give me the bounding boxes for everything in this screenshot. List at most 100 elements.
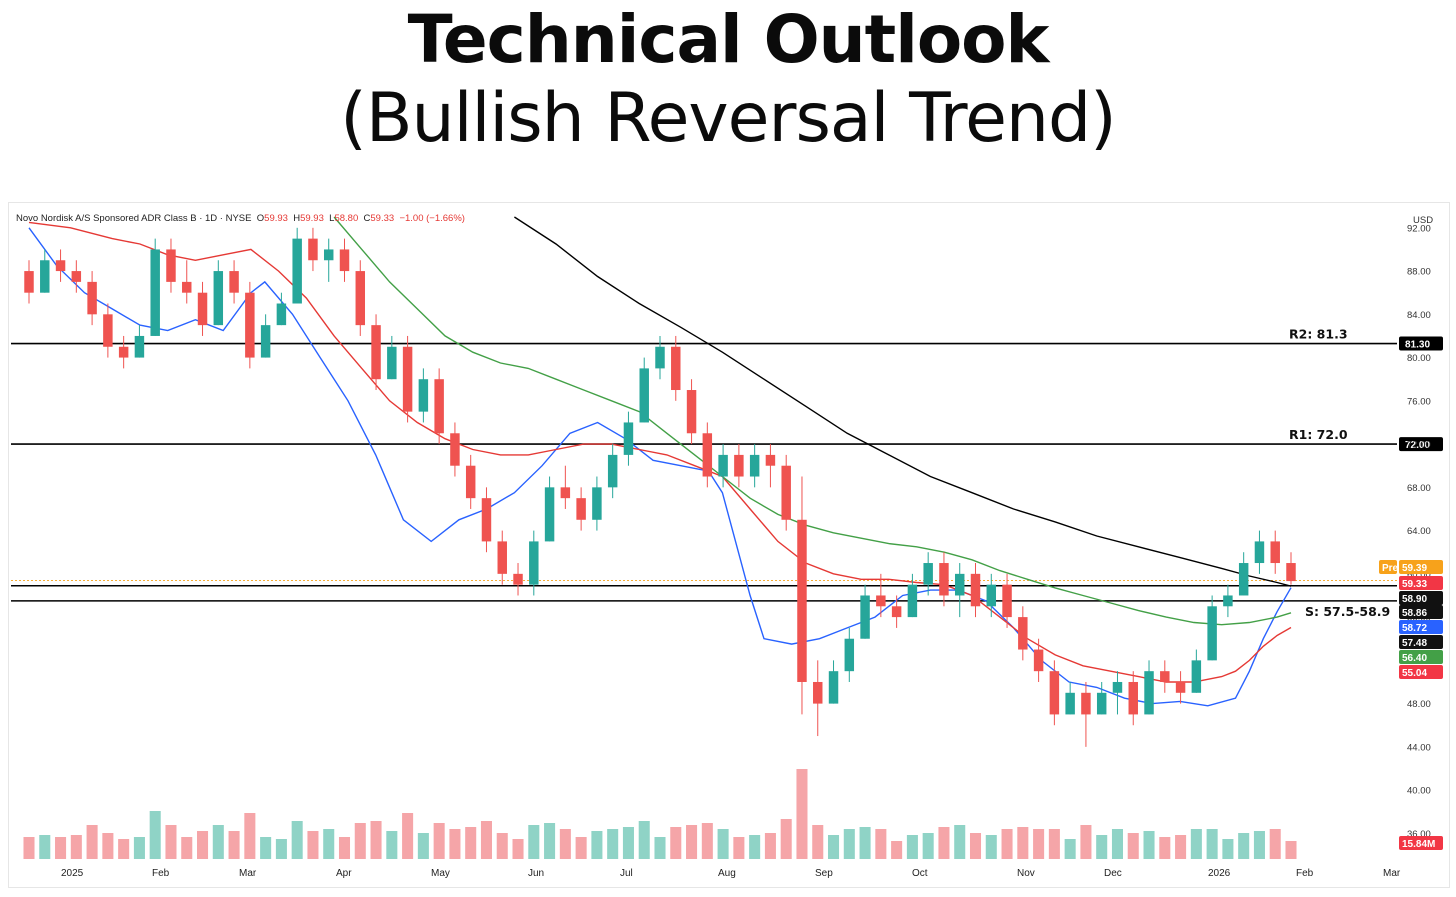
volume-bar bbox=[496, 833, 508, 859]
price-chart[interactable]: R2: 81.3 81.30 R1: 72.0 72.00 S: 57.5-58.9 U… bbox=[9, 203, 1449, 887]
candle-body bbox=[513, 573, 523, 585]
price-tags: Pre 59.39 59.33 58.90 58.86 58.72 57.48 56.40 55… bbox=[1379, 560, 1443, 850]
volume-bar bbox=[323, 829, 335, 859]
price-tag bbox=[1399, 836, 1443, 850]
candle-body bbox=[1223, 595, 1233, 607]
candle-body bbox=[734, 454, 744, 477]
volume-bar bbox=[291, 821, 303, 859]
volume-bar bbox=[1143, 831, 1155, 859]
volume-bar bbox=[181, 837, 193, 859]
price-tag-text: 56.40 bbox=[1402, 653, 1427, 664]
volume-bar bbox=[733, 837, 745, 859]
candle-body bbox=[465, 465, 476, 499]
y-tick-label: 48.00 bbox=[1407, 699, 1431, 710]
volume-bar bbox=[1080, 825, 1092, 859]
candle-body bbox=[891, 606, 902, 618]
price-tag-text: 59.39 bbox=[1402, 563, 1427, 574]
x-tick-label: Nov bbox=[1017, 868, 1035, 879]
volume-bar bbox=[228, 831, 240, 859]
volume-bar bbox=[275, 839, 287, 859]
close-value: 59.33 bbox=[370, 213, 395, 224]
price-tag-text: 58.72 bbox=[1402, 623, 1427, 634]
high-value: 59.93 bbox=[300, 213, 324, 224]
candle-body bbox=[402, 346, 413, 412]
x-tick-label: Apr bbox=[336, 868, 352, 879]
candle-body bbox=[387, 346, 397, 380]
candle-body bbox=[71, 271, 82, 282]
candle-body bbox=[118, 346, 129, 358]
volume-bar bbox=[307, 831, 319, 859]
volume-bar bbox=[875, 829, 887, 859]
volume-bar bbox=[386, 831, 398, 859]
candle-body bbox=[1175, 681, 1186, 693]
candle-body bbox=[781, 465, 791, 520]
volume-bar bbox=[433, 823, 445, 859]
candle-body bbox=[182, 281, 192, 293]
volume-bar bbox=[465, 827, 477, 859]
volume-bar bbox=[1285, 841, 1297, 859]
candle-body bbox=[371, 325, 381, 380]
volume-bar bbox=[402, 813, 414, 859]
moving-average-line bbox=[28, 227, 1292, 707]
volume-bar bbox=[607, 829, 619, 859]
candle-body bbox=[213, 271, 224, 326]
y-tick-label: 64.00 bbox=[1407, 526, 1431, 537]
volume-bar bbox=[1175, 835, 1187, 859]
volume-bar bbox=[701, 823, 713, 859]
x-tick-label: Mar bbox=[239, 868, 257, 879]
candle-body bbox=[103, 314, 113, 347]
volume-bar bbox=[1096, 835, 1108, 859]
volume-bar bbox=[938, 827, 950, 859]
candle-body bbox=[1254, 541, 1265, 564]
candle-body bbox=[607, 454, 618, 488]
volume-bar bbox=[417, 833, 429, 859]
candle-body bbox=[150, 249, 160, 336]
low-value: 58.80 bbox=[334, 213, 359, 224]
candle-body bbox=[813, 681, 823, 704]
volume-bar bbox=[212, 825, 224, 859]
x-tick-label: Feb bbox=[152, 868, 170, 879]
price-tag-text: 55.04 bbox=[1402, 668, 1427, 679]
time-axis: 2025 Feb Mar Apr May Jun Jul Aug Sep Oct Nov Dec 202… bbox=[61, 868, 1401, 879]
volume-bar bbox=[133, 837, 145, 859]
candle-body bbox=[134, 335, 145, 358]
y-tick-label: 92.00 bbox=[1407, 223, 1431, 234]
volume-bar bbox=[1190, 829, 1202, 859]
candle-body bbox=[245, 292, 255, 358]
x-tick-label: Aug bbox=[718, 868, 736, 879]
price-tag-text: 57.48 bbox=[1402, 638, 1427, 649]
volume-bar bbox=[559, 829, 571, 859]
volume-bar bbox=[528, 825, 540, 859]
volume-bar bbox=[591, 831, 603, 859]
candle-body bbox=[576, 498, 586, 520]
chart-subtitle: (Bullish Reversal Trend) bbox=[340, 79, 1116, 158]
candle-body bbox=[1049, 671, 1060, 715]
level-label: S: 57.5-58.9 bbox=[1305, 604, 1390, 619]
chart-title: Technical Outlook bbox=[407, 1, 1050, 78]
x-tick-label: 2026 bbox=[1208, 868, 1231, 879]
volume-bar bbox=[165, 825, 177, 859]
candle-body bbox=[87, 281, 97, 315]
candle-body bbox=[765, 454, 776, 466]
volume-bar bbox=[23, 837, 35, 859]
candle-body bbox=[434, 379, 444, 434]
volume-bar bbox=[118, 839, 130, 859]
candle-body bbox=[876, 595, 886, 607]
chart-panel[interactable]: R2: 81.3 81.30 R1: 72.0 72.00 S: 57.5-58.9 U… bbox=[8, 202, 1450, 888]
volume-bar bbox=[1111, 829, 1123, 859]
price-tag bbox=[1379, 560, 1397, 574]
volume-bar bbox=[954, 825, 966, 859]
candle-body bbox=[970, 573, 981, 607]
volume-bar bbox=[39, 835, 51, 859]
open-value: 59.93 bbox=[264, 213, 288, 224]
volume-bar bbox=[480, 821, 492, 859]
volume-bar bbox=[512, 839, 524, 859]
level-price-tag bbox=[1399, 336, 1443, 351]
candle-body bbox=[1270, 541, 1280, 564]
volume-bar bbox=[149, 811, 161, 859]
candle-body bbox=[166, 249, 176, 282]
moving-average-line bbox=[514, 216, 1292, 587]
volume-bar bbox=[717, 829, 729, 859]
candle-body bbox=[1112, 681, 1123, 693]
volume-bar bbox=[338, 837, 351, 859]
